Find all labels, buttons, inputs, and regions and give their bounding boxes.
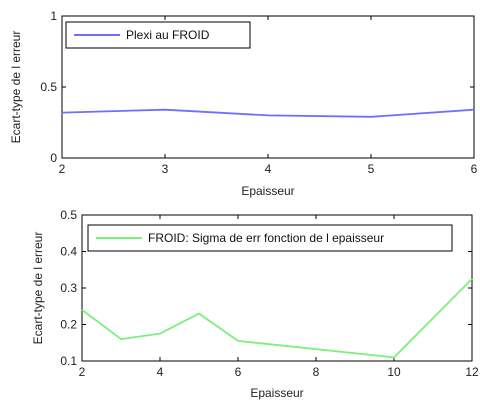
y-tick-label: 0 — [50, 151, 57, 165]
tick-group-bottom: 2 4 6 8 10 12 0.1 0.2 0.3 0.4 0.5 — [60, 208, 479, 379]
series-group-bottom — [81, 278, 473, 359]
y-tick-label: 0.5 — [40, 80, 57, 94]
y-tick-label: 1 — [50, 9, 57, 23]
y-tick-label: 0.2 — [60, 318, 77, 332]
x-tick-label: 4 — [157, 365, 164, 379]
legend-top: Plexi au FROID — [65, 21, 251, 49]
legend-label-top: Plexi au FROID — [126, 28, 210, 42]
y-axis-label-bottom: Ecart-type de l erreur — [31, 232, 45, 345]
y-tick-label: 0.4 — [60, 245, 77, 259]
y-tick-label: 0.3 — [60, 281, 77, 295]
series-line — [81, 278, 473, 359]
x-tick-label: 12 — [465, 365, 479, 379]
y-axis-label-top: Ecart-type de l erreur — [9, 31, 23, 144]
legend-bottom: FROID: Sigma de err fonction de l epaiss… — [87, 224, 453, 252]
legend-label-bottom: FROID: Sigma de err fonction de l epaiss… — [148, 231, 384, 245]
x-axis-label-top: Epaisseur — [241, 184, 294, 198]
x-tick-label: 8 — [313, 365, 320, 379]
series-group-top — [61, 108, 475, 118]
x-tick-label: 4 — [265, 162, 272, 176]
legend-box-bottom — [87, 224, 453, 252]
x-tick-label: 3 — [162, 162, 169, 176]
x-tick-label: 6 — [471, 162, 478, 176]
series-line — [61, 108, 475, 118]
y-tick-label: 0.1 — [60, 354, 77, 368]
x-tick-label: 2 — [59, 162, 66, 176]
x-tick-label: 2 — [79, 365, 86, 379]
chart-top: 2 3 4 5 6 0 0.5 1 Plexi au FROID Epaisseur Ecar… — [9, 9, 478, 198]
x-axis-label-bottom: Epaisseur — [250, 386, 303, 400]
x-tick-label: 6 — [235, 365, 242, 379]
x-tick-label: 10 — [387, 365, 401, 379]
tick-group-top: 2 3 4 5 6 0 0.5 1 — [40, 9, 477, 176]
x-tick-label: 5 — [368, 162, 375, 176]
chart-bottom: 2 4 6 8 10 12 0.1 0.2 0.3 0.4 0.5 FROID: Sigma de … — [31, 208, 479, 400]
y-tick-label: 0.5 — [60, 208, 77, 222]
